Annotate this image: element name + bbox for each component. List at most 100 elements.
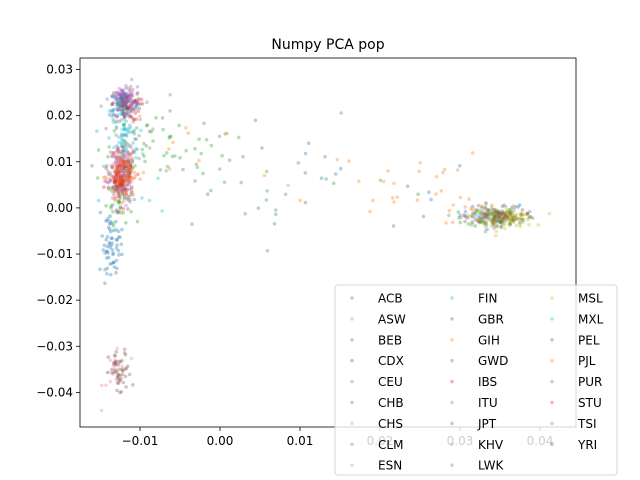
point-beb [129, 193, 133, 197]
point-beb [112, 187, 116, 191]
legend-label: PUR [578, 375, 602, 389]
point-khv [130, 179, 134, 184]
point-lwk [480, 216, 485, 220]
point-khv [108, 179, 112, 184]
point-itu [120, 173, 125, 178]
point-esn [509, 210, 513, 214]
point-jpt [113, 354, 117, 358]
series-yri [463, 203, 535, 230]
point-beb [111, 209, 115, 214]
point-ceu [133, 100, 138, 104]
point-gih [123, 187, 127, 192]
point-msl [490, 218, 495, 223]
point-clm [114, 175, 118, 179]
point-chs [112, 180, 117, 185]
point-gwd [491, 216, 495, 221]
point-acb [476, 208, 480, 213]
point-pel [120, 252, 124, 257]
y-tick-label: 0.00 [46, 201, 73, 215]
legend-marker [450, 442, 454, 447]
legend-label: TSI [577, 417, 597, 431]
point-mxl [130, 160, 134, 164]
point-stu [112, 189, 117, 193]
point-asw [141, 170, 146, 175]
point-chb [118, 162, 122, 166]
point-esn [488, 209, 493, 214]
point-ibs [121, 104, 125, 109]
point-stu [116, 191, 120, 195]
point-pur [264, 198, 269, 202]
point-asw [434, 192, 438, 196]
point-jpt [115, 388, 119, 393]
point-msl [495, 212, 499, 216]
point-gih [106, 185, 111, 189]
point-tsi [118, 92, 122, 96]
point-beb [167, 136, 171, 140]
point-cdx [121, 159, 126, 163]
point-asw [392, 181, 396, 186]
point-lwk [488, 210, 493, 215]
point-msl [519, 211, 523, 215]
point-asw [507, 212, 511, 217]
point-ibs [126, 106, 131, 110]
point-ibs [117, 107, 122, 112]
point-acb [496, 209, 500, 213]
point-msl [497, 215, 501, 219]
point-pjl [121, 164, 125, 168]
point-gwd [499, 224, 504, 228]
point-ceu [121, 108, 125, 112]
point-clm [115, 144, 119, 148]
point-chb [127, 161, 131, 166]
point-mxl [114, 125, 119, 129]
point-clm [151, 127, 155, 131]
point-lwk [482, 214, 487, 219]
point-fin [119, 142, 124, 146]
point-stu [129, 152, 133, 156]
point-chb [122, 168, 127, 173]
point-acb [118, 235, 122, 239]
point-asw [467, 197, 471, 201]
point-itu [115, 185, 120, 189]
point-pjl [117, 187, 122, 191]
point-tsi [119, 88, 124, 93]
point-asw [286, 183, 290, 188]
legend-entry-ibs: IBS [450, 375, 497, 389]
point-gih [123, 178, 128, 183]
point-gbr [120, 102, 125, 107]
point-acb [496, 213, 501, 218]
point-mxl [135, 147, 139, 152]
point-itu [124, 188, 128, 193]
point-esn [521, 217, 526, 222]
point-cdx [125, 161, 129, 165]
point-beb [118, 185, 123, 190]
point-ibs [128, 105, 133, 109]
point-pur [168, 134, 172, 139]
point-tsi [125, 95, 129, 99]
point-fin [113, 167, 118, 172]
point-gih [127, 194, 132, 199]
point-gih [116, 192, 120, 196]
point-itu [122, 173, 126, 177]
point-beb [181, 167, 185, 172]
point-stu [119, 175, 123, 180]
point-cdx [118, 149, 122, 153]
point-cdx [117, 167, 121, 171]
point-gbr [123, 103, 128, 107]
point-tsi [129, 92, 133, 96]
legend-marker [450, 421, 454, 426]
point-ceu [126, 94, 130, 99]
point-fin [134, 156, 138, 160]
point-msl [491, 217, 496, 222]
point-lwk [496, 219, 500, 223]
point-asw [459, 215, 464, 220]
point-asw [475, 218, 479, 223]
legend-label: GBR [478, 312, 504, 326]
legend-label: IBS [478, 375, 497, 389]
legend-marker [450, 338, 454, 342]
point-ceu [129, 110, 133, 114]
point-cdx [121, 165, 126, 170]
point-gwd [508, 211, 512, 216]
point-beb [109, 206, 113, 210]
point-itu [119, 189, 124, 193]
point-beb [118, 196, 122, 201]
